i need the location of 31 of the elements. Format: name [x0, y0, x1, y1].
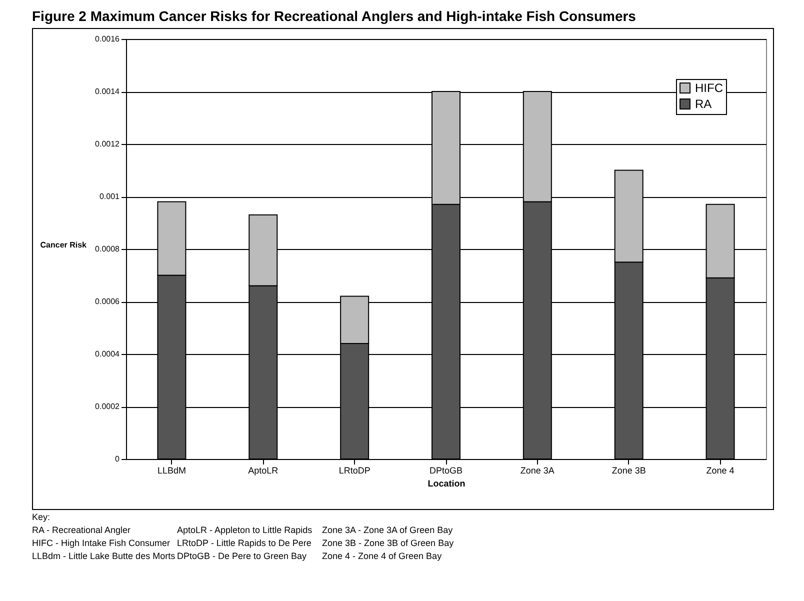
- text: Zone 3B - Zone 3B of Green Bay: [322, 538, 455, 548]
- y-tick-label: 0.001: [99, 192, 120, 201]
- chart-title: Figure 2 Maximum Cancer Risks for Recreational Anglers and High-intake Fish Consumers: [32, 8, 636, 24]
- text: Zone 3A - Zone 3A of Green Bay: [322, 525, 454, 535]
- y-axis-title: Cancer Risk: [40, 240, 88, 250]
- y-tick-label: 0.0004: [95, 350, 120, 358]
- x-tick-label: DPtoGB: [429, 466, 463, 476]
- x-tick-label: Zone 3A: [520, 466, 554, 476]
- y-tick-label: 0.0016: [95, 34, 120, 44]
- text: Zone 4 - Zone 4 of Green Bay: [322, 551, 443, 561]
- text: AptoLR - Appleton to Little Rapids: [177, 525, 314, 535]
- y-tick-label: 0.0012: [95, 140, 120, 148]
- x-axis-title: Location: [428, 478, 466, 488]
- y-tick-label: 0.0014: [95, 87, 120, 96]
- y-tick-label: 0: [115, 454, 120, 464]
- y-tick-label: 0.0006: [95, 297, 120, 306]
- x-tick-label: AptoLR: [248, 466, 279, 476]
- text: RA - Recreational Angler: [32, 525, 132, 535]
- text: DPtoGB - De Pere to Green Bay: [177, 551, 308, 561]
- y-tick-label: 0.0008: [95, 244, 120, 254]
- legend-label: RA: [695, 97, 712, 111]
- text: LLBdm - Little Lake Butte des Morts: [32, 551, 176, 561]
- legend-label: HIFC: [695, 81, 724, 95]
- x-tick-label: LRtoDP: [338, 466, 370, 476]
- y-tick-label: 0.0002: [95, 402, 120, 411]
- x-tick-label: Zone 4: [706, 466, 734, 476]
- text: LRtoDP - Little Rapids to De Pere: [177, 538, 312, 548]
- x-tick-label: LLBdM: [157, 466, 186, 476]
- x-tick-label: Zone 3B: [612, 466, 646, 476]
- text: Key:: [32, 512, 52, 522]
- text: HIFC - High Intake Fish Consumer: [32, 538, 172, 548]
